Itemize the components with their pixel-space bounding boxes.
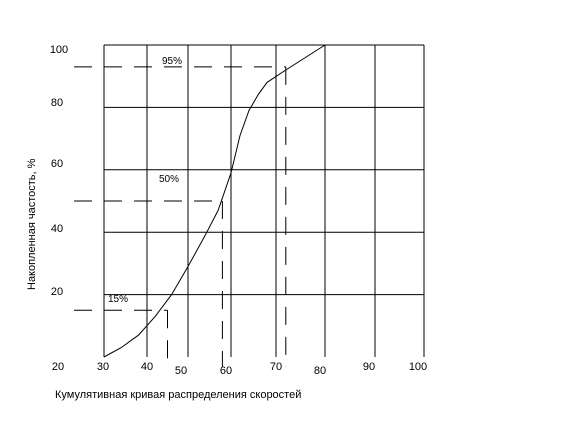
x-axis-label: Кумулятивная кривая распределения скорос…	[55, 389, 301, 401]
x-tick-label: 40	[141, 361, 153, 373]
percentile-annotations: 15% 50% 95%	[108, 56, 182, 305]
y-tick-label: 40	[51, 223, 63, 235]
x-tick-label: 100	[409, 361, 427, 373]
x-tick-label: 90	[363, 361, 375, 373]
percentile-label: 15%	[108, 294, 128, 305]
percentile-label: 50%	[159, 174, 179, 185]
x-tick-label: 60	[220, 365, 232, 377]
cumulative-curve	[103, 44, 326, 358]
y-tick-label: 60	[51, 158, 63, 170]
cumulative-curve-layer	[103, 44, 326, 358]
y-axis-label: Накопленная частость, %	[26, 158, 38, 290]
tick-labels: 20 30 40 50 60 70 80 90 100 20 40 60 80 100	[50, 44, 427, 377]
y-tick-label: 20	[51, 286, 63, 298]
y-tick-label: 100	[50, 44, 68, 56]
x-tick-label: 30	[97, 361, 109, 373]
percentile-label: 95%	[162, 56, 182, 67]
x-tick-label: 20	[52, 361, 64, 373]
grid	[103, 44, 425, 357]
y-tick-label: 80	[51, 97, 63, 109]
x-tick-label: 70	[270, 361, 282, 373]
percentile-guides	[74, 66, 287, 367]
x-tick-label: 50	[175, 365, 187, 377]
x-tick-label: 80	[314, 365, 326, 377]
